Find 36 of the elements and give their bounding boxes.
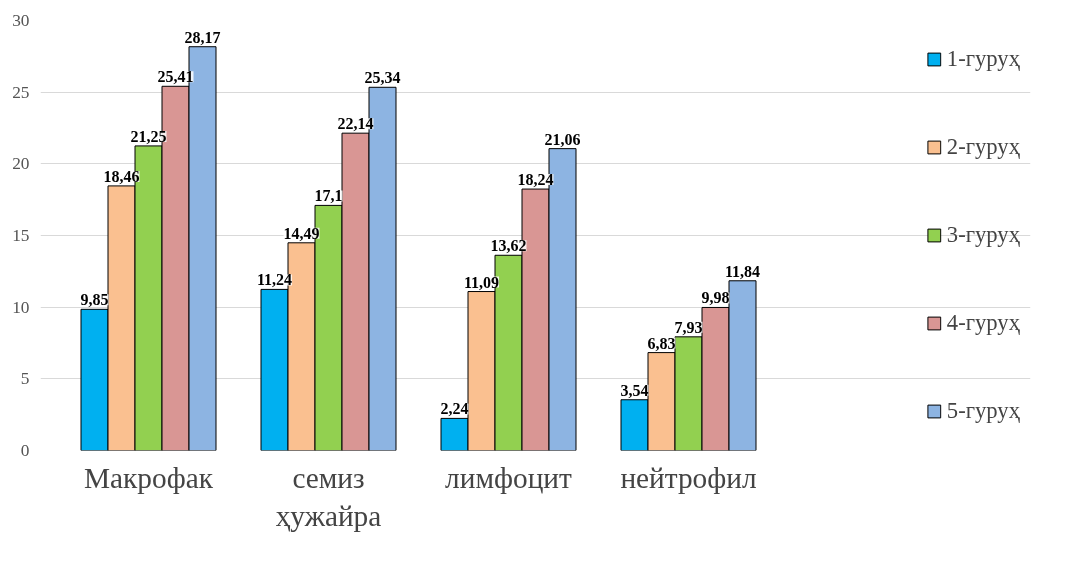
y-tick-label: 20: [12, 154, 30, 174]
data-label: 13,62: [490, 237, 527, 255]
y-tick-label: 5: [20, 369, 30, 389]
data-label: 14,49: [283, 224, 320, 242]
data-label: 11,09: [463, 273, 500, 291]
legend-label: 2-гуруҳ: [946, 134, 1020, 160]
data-label: 17,1: [314, 187, 343, 205]
y-tick-label: 30: [12, 11, 30, 30]
data-label: 21,06: [544, 130, 581, 148]
y-tick-label: 0: [20, 441, 30, 460]
data-label: 21,25: [130, 127, 167, 145]
data-label: 22,14: [337, 115, 374, 133]
data-label: 28,17: [184, 28, 221, 46]
data-label: 3,54: [620, 381, 649, 399]
data-label: 9,98: [701, 289, 730, 307]
y-tick-label: 10: [12, 297, 30, 317]
x-tick-label: нейтрофил: [620, 461, 757, 494]
data-label: 11,84: [724, 262, 761, 280]
data-label: 9,85: [80, 291, 109, 309]
data-label: 18,24: [517, 171, 554, 189]
data-label: 11,24: [256, 271, 293, 289]
data-label: 25,34: [364, 69, 401, 87]
legend-label: 3-гуруҳ: [946, 222, 1020, 248]
y-tick-label: 25: [12, 82, 30, 102]
data-label: 2,24: [440, 400, 469, 418]
data-label: 25,41: [157, 68, 194, 86]
legend-label: 4-гуруҳ: [946, 310, 1020, 336]
data-label: 7,93: [674, 318, 703, 336]
data-label: 18,46: [103, 167, 140, 185]
y-tick-label: 15: [12, 226, 30, 245]
legend-label: 5-гуруҳ: [946, 398, 1020, 424]
legend-label: 1-гуруҳ: [946, 46, 1020, 72]
x-tick-label: Макрофак: [84, 461, 214, 494]
data-label: 6,83: [647, 334, 676, 352]
x-tick-label: семиз ҳужайра: [275, 461, 382, 532]
x-tick-label: лимфоцит: [445, 461, 573, 494]
